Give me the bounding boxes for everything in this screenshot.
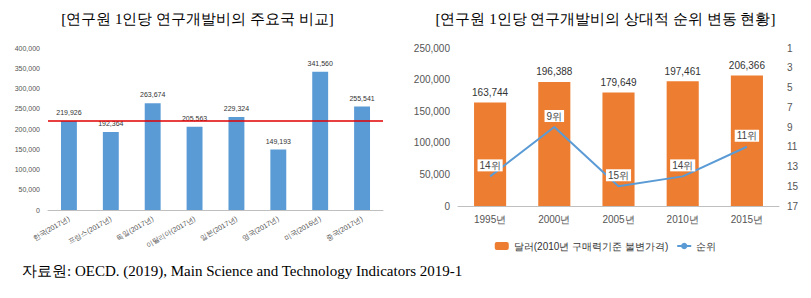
svg-text:205,563: 205,563 [181,114,208,122]
svg-text:192,364: 192,364 [98,120,124,128]
svg-text:7: 7 [787,102,793,113]
svg-text:150,000: 150,000 [414,106,451,117]
svg-text:100,000: 100,000 [414,137,451,148]
svg-text:200,000: 200,000 [414,74,451,85]
svg-text:14위: 14위 [480,160,501,171]
svg-text:9: 9 [787,122,793,133]
svg-text:5: 5 [787,82,793,93]
svg-text:3: 3 [787,62,793,73]
svg-text:255,541: 255,541 [349,95,374,102]
svg-text:13: 13 [787,161,799,172]
svg-text:2005년: 2005년 [602,214,634,225]
svg-text:[연구원 1인당 연구개발비의 주요국 비교]: [연구원 1인당 연구개발비의 주요국 비교] [61,11,334,27]
svg-text:9위: 9위 [547,111,563,122]
svg-text:50,000: 50,000 [419,169,450,180]
svg-text:400,000: 400,000 [15,45,40,52]
svg-text:250,000: 250,000 [414,43,451,54]
svg-text:일본(2017년): 일본(2017년) [199,215,239,243]
svg-text:독일(2017년): 독일(2017년) [115,215,155,243]
svg-text:341,560: 341,560 [308,60,333,67]
svg-text:350,000: 350,000 [15,65,40,72]
svg-text:2010년: 2010년 [667,214,699,225]
svg-text:순위: 순위 [696,241,716,252]
html-text:자료원: OECD. (2019), Main Scienc: 자료원: OECD. (2019), Main Science and Tech… [22,263,463,279]
svg-text:11위: 11위 [737,130,757,141]
svg-text:프랑스(2017년): 프랑스(2017년) [67,215,113,246]
svg-text:한국(2017년): 한국(2017년) [32,215,72,243]
svg-text:미국(2016년): 미국(2016년) [283,215,323,243]
svg-text:1: 1 [787,43,793,54]
svg-text:14위: 14위 [672,160,693,171]
svg-text:149,193: 149,193 [266,138,291,145]
svg-text:17: 17 [787,201,799,212]
svg-text:15위: 15위 [608,170,629,181]
svg-text:달러(2010년 구매력기준 불변가격): 달러(2010년 구매력기준 불변가격) [514,241,668,252]
svg-text:2000년: 2000년 [538,214,570,225]
svg-text:2015년: 2015년 [731,214,763,225]
svg-text:100,000: 100,000 [15,166,40,173]
svg-text:229,324: 229,324 [224,105,249,112]
svg-text:150,000: 150,000 [15,146,40,153]
svg-text:15: 15 [787,181,799,192]
svg-text:179,649: 179,649 [600,77,637,88]
svg-text:263,674: 263,674 [140,91,165,98]
svg-text:197,461: 197,461 [665,66,702,77]
svg-text:196,388: 196,388 [536,66,573,77]
svg-text:300,000: 300,000 [15,85,40,92]
svg-text:0: 0 [36,207,40,214]
svg-text:163,744: 163,744 [472,87,509,98]
svg-text:영국(2017년): 영국(2017년) [241,215,281,243]
svg-text:0: 0 [444,201,450,212]
svg-text:206,366: 206,366 [729,60,766,71]
svg-text:219,926: 219,926 [56,109,81,116]
svg-text:250,000: 250,000 [15,105,40,112]
svg-text:200,000: 200,000 [15,126,40,133]
svg-text:50,000: 50,000 [19,186,41,193]
svg-text:11: 11 [787,141,798,152]
svg-text:이탈리아(2017년): 이탈리아(2017년) [145,215,197,250]
svg-text:[연구원 1인당 연구개발비의 상대적 순위 변동 현황]: [연구원 1인당 연구개발비의 상대적 순위 변동 현황] [436,11,776,27]
svg-text:1995년: 1995년 [474,214,506,225]
svg-text:중국(2017년): 중국(2017년) [325,215,365,243]
